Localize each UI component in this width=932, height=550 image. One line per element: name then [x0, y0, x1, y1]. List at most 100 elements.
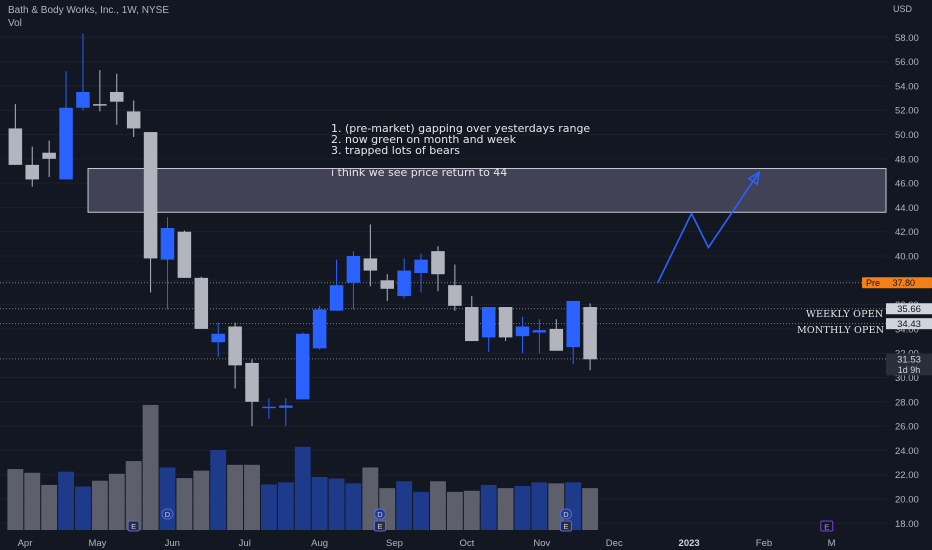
volume-bar [548, 483, 565, 530]
time-tick-label: Apr [18, 538, 33, 549]
projection-arrowhead [747, 170, 761, 186]
volume-bar [260, 484, 277, 530]
dividend-marker-label: D [563, 510, 569, 519]
price-tick-label: 40.00 [895, 252, 919, 263]
volume-bar [582, 488, 599, 530]
price-tick-label: 30.00 [895, 373, 919, 384]
candle-body [25, 164, 40, 180]
currency-label: USD [893, 4, 913, 14]
candle-body [143, 132, 158, 259]
weekly-open-label: WEEKLY OPEN [806, 309, 884, 320]
volume-bar [396, 481, 413, 530]
earnings-marker [820, 520, 834, 532]
volume-bar [227, 464, 244, 530]
price-tick-label: 56.00 [895, 57, 919, 68]
time-tick-label: Feb [756, 538, 772, 549]
price-tick-label: 52.00 [895, 106, 919, 117]
volume-bar [176, 478, 193, 530]
price-tick-label: 42.00 [895, 227, 919, 238]
symbol-title[interactable]: Bath & Body Works, Inc., 1W, NYSE [8, 5, 169, 16]
pre-tag-bg [862, 277, 932, 289]
time-tick-label: Jul [239, 538, 251, 549]
volume-bar [463, 490, 480, 530]
price-tick-label: 26.00 [895, 422, 919, 433]
candle-body [346, 256, 361, 283]
monthly-open-tag: 34.43 [897, 319, 921, 330]
volume-bar [210, 449, 227, 530]
time-tick-label: Jun [165, 538, 180, 549]
chart-header: Bath & Body Works, Inc., 1W, NYSE Vol [8, 4, 169, 30]
candle-body [262, 406, 276, 409]
candle-body [295, 333, 310, 400]
price-tick-label: 22.00 [895, 470, 919, 481]
time-tick-label: Aug [311, 538, 328, 549]
time-tick-label: May [88, 538, 106, 549]
candle-body [59, 107, 73, 180]
time-tick-label: Sep [386, 538, 403, 549]
dividend-marker [161, 508, 174, 520]
price-tick-label: 46.00 [895, 179, 919, 190]
projection-path[interactable] [657, 171, 760, 284]
candle-body [76, 91, 90, 108]
candle-body [532, 330, 547, 333]
price-tick-label: 58.00 [895, 33, 919, 44]
candle-body [211, 333, 225, 343]
candle-body [160, 228, 175, 260]
candle-body [380, 280, 395, 289]
candle-body [126, 111, 141, 129]
candle-body [110, 91, 124, 102]
candle-body [414, 259, 428, 274]
volume-bar [311, 477, 328, 530]
volume-bar [294, 446, 311, 530]
time-tick-label: Dec [606, 538, 623, 549]
candle-body [363, 258, 378, 271]
time-tick-label: 2023 [679, 538, 700, 549]
dividend-marker-label: D [165, 510, 171, 519]
volume-bar [345, 483, 362, 530]
note-line-3: 3. trapped lots of bears [331, 144, 460, 157]
candle-body [566, 300, 580, 348]
price-tick-label: 18.00 [895, 519, 919, 530]
time-tick-label: Oct [460, 538, 475, 549]
volume-label: Vol [8, 18, 22, 29]
volume-bar [142, 404, 159, 530]
price-tick-label: 54.00 [895, 81, 919, 92]
volume-bar [413, 491, 430, 530]
volume-bar [41, 484, 58, 530]
candle-body [549, 328, 564, 351]
volume-bar [24, 472, 41, 530]
dividend-marker-label: D [377, 510, 383, 519]
earnings-marker [559, 520, 572, 532]
volume-bar [75, 486, 91, 530]
volume-bar [430, 481, 446, 530]
earnings-marker-label: E [824, 523, 829, 532]
volume-bar [159, 467, 176, 530]
annotation-note[interactable]: 1. (pre-market) gapping over yesterdays … [331, 123, 590, 178]
dividend-marker [559, 508, 572, 520]
price-tick-label: 44.00 [895, 203, 919, 214]
note-line-2: 2. now green on month and week [331, 133, 516, 146]
time-tick-label: M [828, 538, 836, 549]
candle-body [194, 277, 209, 329]
volume-bars [7, 404, 599, 530]
price-tick-label: 50.00 [895, 130, 919, 141]
time-tick-label: Nov [533, 538, 550, 549]
pre-tag-label: Pre [866, 278, 880, 288]
price-tick-label: 24.00 [895, 446, 919, 457]
weekly-open-tag-bg [886, 303, 932, 315]
earnings-marker-label: E [377, 522, 382, 531]
time-axis[interactable]: Apr May Jun Jul Aug Sep Oct Nov Dec 2023 Feb M [18, 538, 836, 549]
level-lines [0, 282, 886, 360]
volume-bar [480, 484, 497, 530]
candle-body [448, 285, 462, 306]
volume-bar [108, 473, 125, 530]
last-price-value: 31.53 [897, 354, 921, 365]
volume-bar [328, 478, 345, 530]
candle-body [312, 309, 327, 349]
volume-bar [125, 461, 142, 530]
note-line-1: 1. (pre-market) gapping over yesterdays … [331, 122, 591, 135]
candle-body [498, 307, 513, 338]
earnings-marker [127, 520, 140, 532]
